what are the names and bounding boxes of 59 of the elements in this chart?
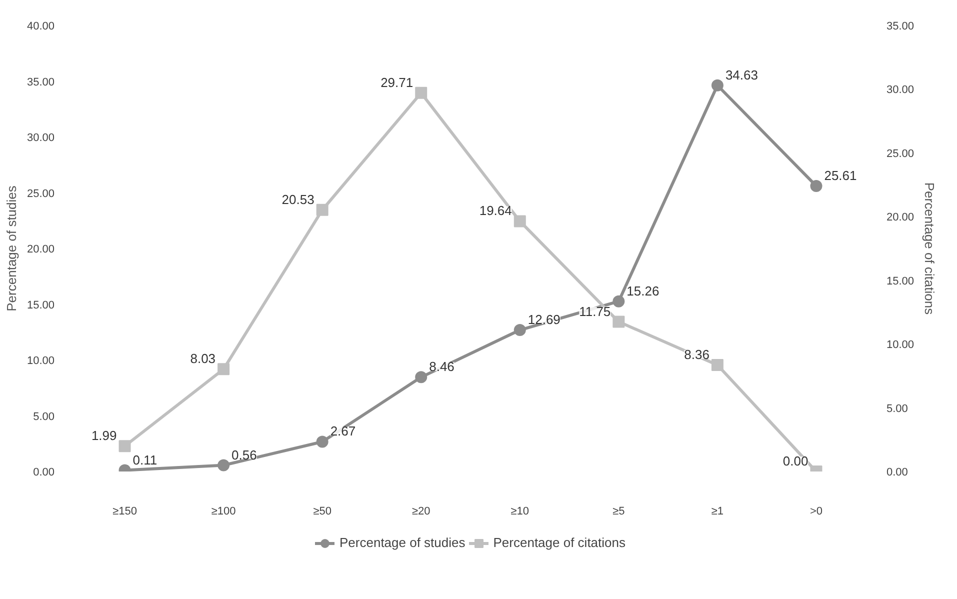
y-tick-label: 40.00 <box>26 20 55 32</box>
point <box>810 180 822 192</box>
y-axis-title: Percentage of studies <box>4 185 19 312</box>
data-label: 25.61 <box>824 168 857 183</box>
point <box>612 295 625 308</box>
data-label: 11.75 <box>579 304 611 319</box>
data-label: 0.11 <box>132 452 158 468</box>
y2-tick-label: 0.00 <box>886 466 908 478</box>
data-label: 8.36 <box>684 346 710 362</box>
y-tick-label: 20.00 <box>26 244 55 256</box>
point <box>218 459 230 472</box>
legend-label: Percentage of studies <box>340 535 466 550</box>
y-tick-label: 25.00 <box>26 188 55 200</box>
data-label: 2.67 <box>330 424 356 439</box>
data-label: 1.99 <box>91 428 117 444</box>
y2-tick-label: 15.00 <box>886 275 914 288</box>
y2-tick-label: 25.00 <box>886 148 914 160</box>
point <box>415 371 428 384</box>
x-tick-label: ≥1 <box>711 506 724 518</box>
x-tick-label: ≥20 <box>412 506 430 518</box>
legend-label: Percentage of citations <box>493 535 626 550</box>
point <box>316 436 328 448</box>
point <box>514 324 526 336</box>
y2-tick-label: 30.00 <box>886 84 914 96</box>
x-tick-label: ≥150 <box>112 506 137 518</box>
y2-tick-label: 20.00 <box>886 212 914 224</box>
x-tick-label: ≥10 <box>510 506 530 518</box>
data-label: 34.63 <box>725 67 758 82</box>
data-label: 0.00 <box>782 454 808 468</box>
data-label: 12.69 <box>528 312 560 328</box>
y-tick-label: 15.00 <box>26 299 55 312</box>
point <box>711 358 724 371</box>
y2-tick-label: 5.00 <box>886 402 908 415</box>
y-tick-label: 0.00 <box>33 466 55 478</box>
data-label: 19.64 <box>479 203 512 218</box>
point <box>711 79 724 92</box>
data-label: 20.53 <box>282 192 314 207</box>
point <box>218 363 230 376</box>
x-tick-label: >0 <box>810 506 823 518</box>
y-tick-label: 10.00 <box>26 355 55 367</box>
y2-axis-title: Percentage of citations <box>922 182 938 316</box>
y-tick-label: 5.00 <box>33 410 55 423</box>
data-label: 8.46 <box>429 359 454 374</box>
x-tick-label: ≥100 <box>211 506 236 518</box>
point <box>514 215 526 228</box>
data-label: 0.56 <box>232 447 257 462</box>
y-tick-label: 30.00 <box>26 132 55 144</box>
y-tick-label: 35.00 <box>26 76 55 88</box>
x-tick-label: ≥5 <box>612 506 625 518</box>
data-label: 15.26 <box>626 283 660 298</box>
point <box>118 440 131 452</box>
y2-tick-label: 35.00 <box>886 20 914 32</box>
data-label: 8.03 <box>190 351 216 366</box>
y2-tick-label: 10.00 <box>886 339 914 352</box>
point <box>415 86 428 99</box>
x-tick-label: ≥50 <box>313 506 332 518</box>
point <box>612 316 625 328</box>
point <box>316 204 328 216</box>
data-label: 29.71 <box>380 74 414 90</box>
